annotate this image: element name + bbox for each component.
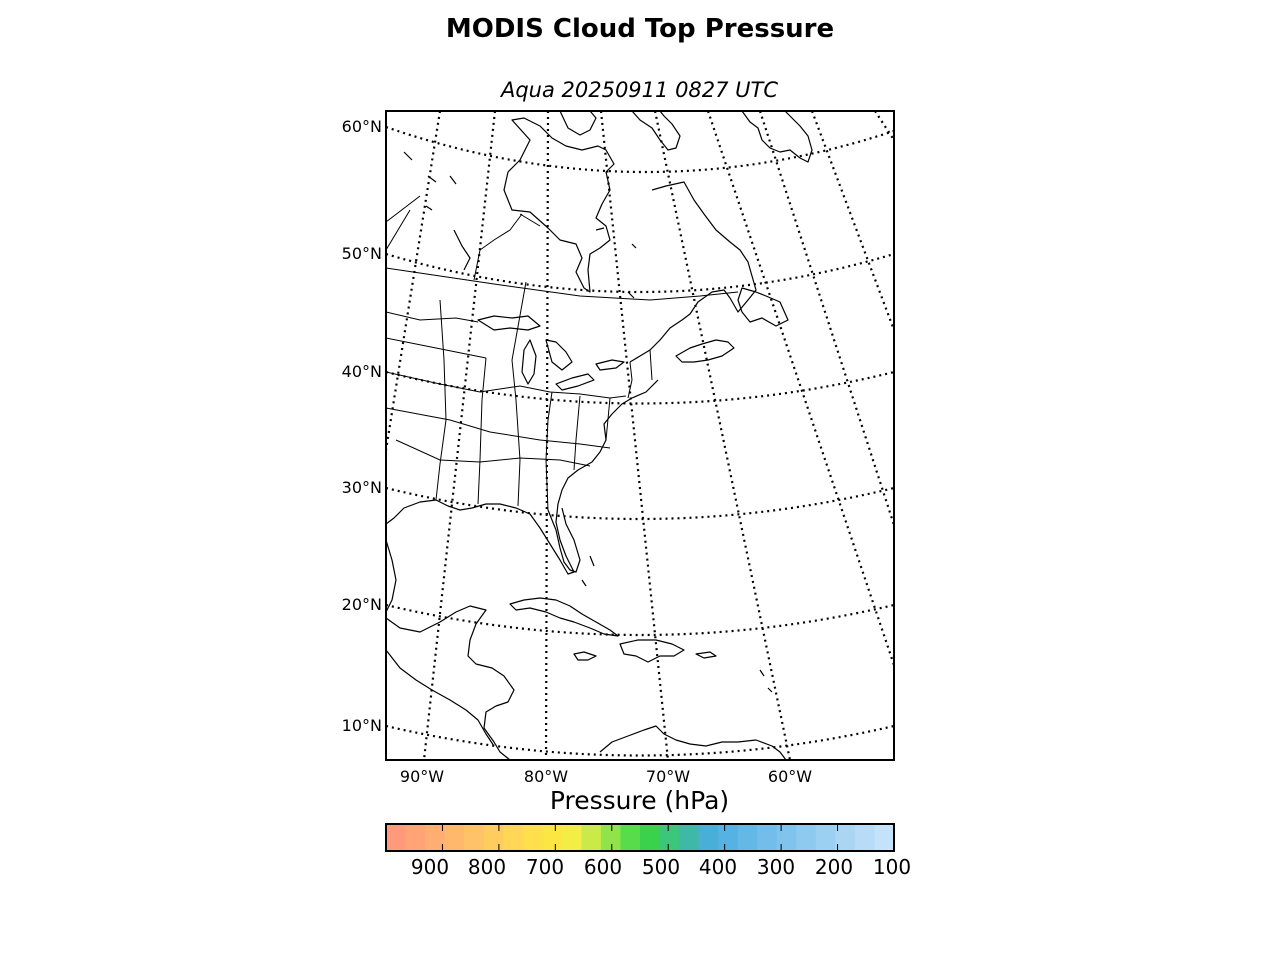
colorbar-segment bbox=[386, 824, 407, 851]
colorbar-segment bbox=[522, 824, 543, 851]
baffin-coast-west bbox=[559, 111, 597, 136]
central-america-pacific bbox=[386, 649, 495, 747]
lake-ontario bbox=[595, 359, 625, 371]
lat-label-60n: 60°N bbox=[342, 117, 382, 136]
newfoundland-coast bbox=[737, 287, 789, 327]
central-america bbox=[386, 605, 515, 760]
colorbar-tick-600: 600 bbox=[583, 855, 623, 879]
colorbar-segment bbox=[776, 824, 797, 851]
lake-michigan bbox=[521, 339, 537, 385]
lon-label-80w: 80°W bbox=[524, 767, 568, 786]
greenland-coast bbox=[741, 111, 813, 163]
colorbar-tick-400: 400 bbox=[698, 855, 738, 879]
lesser-antilles bbox=[759, 669, 773, 693]
latitude-line-30n bbox=[386, 486, 894, 521]
hudson-bay-coast bbox=[503, 117, 615, 293]
bahamas bbox=[581, 555, 595, 587]
colorbar-segment bbox=[698, 824, 719, 851]
colorbar-tick-100: 100 bbox=[872, 855, 912, 879]
colorbar-tick-500: 500 bbox=[641, 855, 681, 879]
florida-coast bbox=[547, 507, 581, 573]
colorbar-segment bbox=[405, 824, 426, 851]
jamaica-coast bbox=[573, 651, 597, 661]
longitude-labels: 90°W 80°W 70°W 60°W bbox=[400, 767, 812, 786]
colorbar-segment bbox=[620, 824, 641, 851]
latitude-line-60n bbox=[386, 125, 894, 174]
latitude-line-10n bbox=[386, 724, 894, 757]
colorbar-tick-700: 700 bbox=[525, 855, 565, 879]
colorbar-segment bbox=[737, 824, 758, 851]
map-subtitle: Aqua 20250911 0827 UTC bbox=[500, 78, 779, 102]
colorbar-segment bbox=[679, 824, 700, 851]
lon-label-70w: 70°W bbox=[646, 767, 690, 786]
meridian-90w bbox=[422, 111, 497, 760]
lat-label-10n: 10°N bbox=[342, 716, 382, 735]
colorbar-segment bbox=[464, 824, 485, 851]
colorbar-segment bbox=[503, 824, 524, 851]
colorbar-segment bbox=[835, 824, 856, 851]
map-frame bbox=[385, 110, 895, 761]
colorbar-tick-900: 900 bbox=[410, 855, 450, 879]
arctic-islands bbox=[403, 151, 471, 271]
colorbar-segment bbox=[581, 824, 602, 851]
meridian-70w bbox=[599, 111, 670, 760]
lat-label-30n: 30°N bbox=[342, 478, 382, 497]
latitude-line-40n bbox=[386, 370, 894, 405]
colorbar-title: Pressure (hPa) bbox=[549, 786, 730, 815]
political-boundaries bbox=[386, 195, 739, 511]
hudson-bay-islands bbox=[595, 227, 637, 299]
meridian-40w bbox=[758, 111, 894, 526]
lake-erie bbox=[555, 373, 595, 391]
colorbar-segment bbox=[815, 824, 836, 851]
colorbar-segment bbox=[854, 824, 876, 851]
colorbar-segment bbox=[718, 824, 739, 851]
lat-label-50n: 50°N bbox=[342, 244, 382, 263]
colorbar-segment bbox=[796, 824, 817, 851]
colorbar-frame bbox=[385, 823, 895, 852]
colorbar-segment bbox=[561, 824, 582, 851]
colorbar-segment bbox=[600, 824, 622, 851]
colorbar bbox=[386, 824, 895, 851]
gulf-west-coast bbox=[386, 539, 397, 613]
us-east-coast bbox=[386, 379, 659, 575]
puerto-rico-coast bbox=[695, 651, 717, 659]
colorbar-segment bbox=[874, 824, 895, 851]
colorbar-tick-800: 800 bbox=[467, 855, 507, 879]
colorbar-tick-300: 300 bbox=[756, 855, 796, 879]
colorbar-segment bbox=[483, 824, 504, 851]
map-area bbox=[386, 111, 894, 760]
lat-label-20n: 20°N bbox=[342, 595, 382, 614]
lon-label-90w: 90°W bbox=[400, 767, 444, 786]
labrador-coast bbox=[629, 181, 757, 363]
lat-label-40n: 40°N bbox=[342, 362, 382, 381]
colorbar-segment bbox=[757, 824, 778, 851]
lon-label-60w: 60°W bbox=[768, 767, 812, 786]
meridian-60w bbox=[653, 111, 792, 760]
maritimes-coast bbox=[675, 339, 735, 363]
baffin-coast bbox=[631, 111, 681, 151]
colorbar-segment bbox=[640, 824, 661, 851]
cuba-coast bbox=[509, 597, 619, 637]
meridian-100w bbox=[386, 111, 442, 451]
lake-superior bbox=[477, 315, 541, 331]
meridian-20w bbox=[874, 111, 894, 141]
map-title: MODIS Cloud Top Pressure bbox=[445, 14, 835, 44]
meridian-50w bbox=[706, 111, 894, 666]
hispaniola-coast bbox=[619, 639, 685, 663]
colorbar-segment bbox=[444, 824, 465, 851]
longitude-lines bbox=[386, 111, 894, 760]
coastlines bbox=[386, 111, 813, 760]
lake-huron bbox=[545, 339, 573, 371]
south-america-coast bbox=[599, 725, 787, 760]
colorbar-segment bbox=[659, 824, 680, 851]
latitude-labels: 60°N 50°N 40°N 30°N 20°N 10°N bbox=[342, 117, 382, 735]
colorbar-segment bbox=[542, 824, 563, 851]
latitude-line-50n bbox=[386, 252, 894, 294]
latitude-lines bbox=[386, 125, 894, 757]
colorbar-segment bbox=[425, 824, 446, 851]
colorbar-tick-200: 200 bbox=[814, 855, 854, 879]
